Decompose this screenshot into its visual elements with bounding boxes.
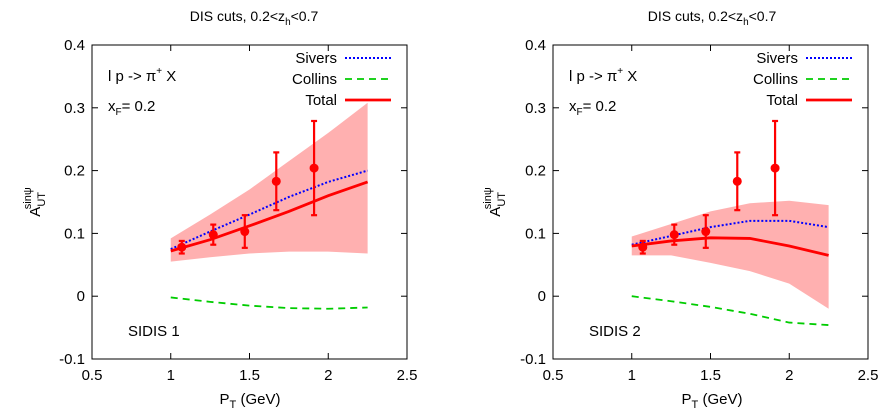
ylabel-superscript: sinψ (482, 187, 494, 209)
y-tick-label: 0.4 (64, 37, 85, 54)
xlabel-subscript: T (230, 399, 237, 411)
xf-annotation: xF= 0.2 (108, 98, 155, 118)
chart-title: DIS cuts, 0.2<zh<0.7 (190, 8, 319, 28)
xf-main: x (569, 98, 577, 115)
chart-title: DIS cuts, 0.2<zh<0.7 (648, 8, 777, 28)
ylabel-main: A (27, 207, 44, 217)
ylabel-main: A (487, 207, 504, 217)
x-tick-label: 0.5 (543, 367, 564, 384)
legend-label-collins: Collins (753, 71, 798, 88)
x-axis-label: PT (GeV) (220, 391, 281, 411)
process-annotation: l p -> π+ X (569, 66, 637, 85)
xlabel-tail: (GeV) (698, 391, 742, 408)
data-point (177, 242, 187, 252)
xlabel-main: P (220, 391, 230, 408)
data-point (638, 242, 648, 252)
y-tick-label: 0.2 (64, 163, 85, 180)
title-main: DIS cuts, 0.2<z (648, 8, 743, 24)
y-tick-label: 0.3 (525, 100, 546, 117)
series-line-total (631, 236, 829, 257)
data-point (240, 227, 250, 237)
xlabel-subscript: T (692, 399, 699, 411)
series-line-collins (170, 296, 368, 310)
x-tick-label: 2.5 (858, 367, 879, 384)
process-superscript: + (617, 66, 623, 77)
title-subscript: h (285, 17, 291, 28)
process-main: l p -> π (569, 68, 617, 85)
y-tick-label: -0.1 (59, 351, 85, 368)
title-tail: <0.7 (291, 8, 319, 24)
uncertainty-band (631, 200, 829, 309)
uncertainty-band (170, 102, 368, 262)
data-point (669, 230, 679, 240)
chart-panel-1: 0.5 1 1.5 2 2.5 -0.1 0 0.1 0.2 0.3 0.4 DIS cuts, 0.… (22, 8, 417, 411)
process-tail: X (162, 68, 176, 85)
chart-panel-2: 0.5 1 1.5 2 2.5 -0.1 0 0.1 0.2 0.3 0.4 DIS cuts, 0.… (482, 8, 878, 411)
xlabel-main: P (682, 391, 692, 408)
process-superscript: + (156, 66, 162, 77)
process-main: l p -> π (108, 68, 156, 85)
y-tick-label: 0 (77, 288, 85, 305)
x-tick-label: 1.5 (700, 367, 721, 384)
data-point (770, 163, 780, 173)
xf-tail: = 0.2 (583, 98, 617, 115)
xf-subscript: F (577, 107, 583, 118)
y-tick-label: 0.4 (525, 37, 546, 54)
ylabel-subscript: UT (36, 192, 48, 207)
panel-label: SIDIS 2 (589, 323, 641, 340)
x-tick-label: 1 (167, 367, 175, 384)
data-point (701, 227, 711, 237)
x-tick-label: 1.5 (239, 367, 260, 384)
x-tick-label: 0.5 (82, 367, 103, 384)
x-axis-label: PT (GeV) (682, 391, 743, 411)
legend-label-total: Total (766, 92, 798, 109)
y-tick-label: -0.1 (520, 351, 546, 368)
ylabel-subscript: UT (496, 192, 508, 207)
series-line-sivers (631, 219, 829, 246)
x-tick-label: 2 (324, 367, 332, 384)
y-axis-label: AUTsinψ (22, 187, 48, 217)
legend-label-total: Total (305, 92, 337, 109)
process-tail: X (623, 68, 637, 85)
xf-main: x (108, 98, 116, 115)
xf-annotation: xF= 0.2 (569, 98, 616, 118)
y-tick-label: 0.3 (64, 100, 85, 117)
data-point (271, 176, 281, 186)
legend-label-sivers: Sivers (295, 50, 337, 67)
data-point (309, 163, 319, 173)
data-point (208, 230, 218, 240)
panel-label: SIDIS 1 (128, 323, 180, 340)
xlabel-tail: (GeV) (236, 391, 280, 408)
data-point (732, 176, 742, 186)
x-tick-label: 2.5 (397, 367, 418, 384)
y-tick-label: 0.2 (525, 163, 546, 180)
title-main: DIS cuts, 0.2<z (190, 8, 285, 24)
y-tick-label: 0.1 (64, 225, 85, 242)
title-subscript: h (743, 17, 749, 28)
x-tick-label: 1 (628, 367, 636, 384)
xf-tail: = 0.2 (122, 98, 156, 115)
y-axis-label: AUTsinψ (482, 187, 508, 217)
title-tail: <0.7 (749, 8, 777, 24)
legend-label-collins: Collins (292, 71, 337, 88)
xf-subscript: F (116, 107, 122, 118)
process-annotation: l p -> π+ X (108, 66, 176, 85)
series-line-total (170, 180, 369, 253)
ylabel-superscript: sinψ (22, 187, 34, 209)
plot-frame (552, 44, 869, 360)
y-tick-label: 0.1 (525, 225, 546, 242)
legend-label-sivers: Sivers (756, 50, 798, 67)
y-tick-label: 0 (538, 288, 546, 305)
x-tick-label: 2 (785, 367, 793, 384)
series-line-collins (631, 295, 829, 326)
